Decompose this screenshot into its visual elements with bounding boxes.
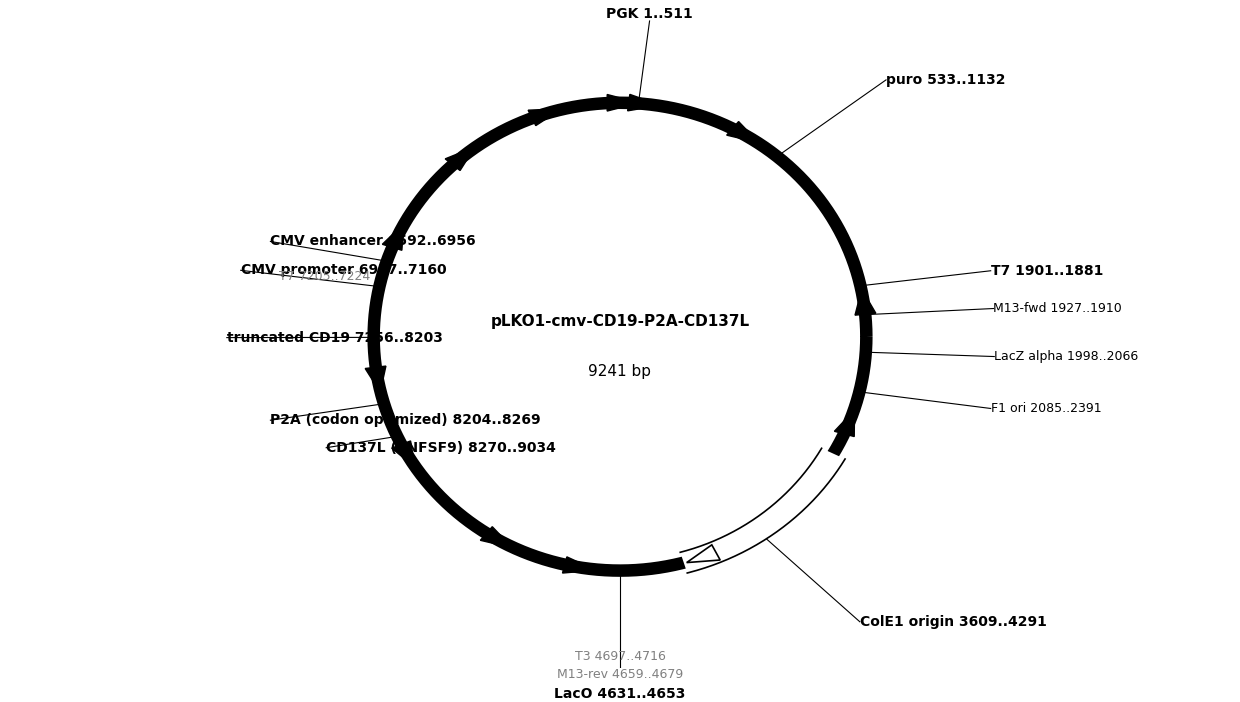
Polygon shape bbox=[627, 94, 661, 111]
Text: T7 7205..7224: T7 7205..7224 bbox=[279, 270, 370, 283]
Text: CMV promoter 6957..7160: CMV promoter 6957..7160 bbox=[241, 263, 446, 277]
Text: M13-fwd 1927..1910: M13-fwd 1927..1910 bbox=[993, 302, 1122, 315]
Text: F1 ori 2085..2391: F1 ori 2085..2391 bbox=[991, 402, 1101, 415]
Text: P2A (codon optimized) 8204..8269: P2A (codon optimized) 8204..8269 bbox=[270, 413, 541, 428]
Polygon shape bbox=[608, 95, 639, 111]
Polygon shape bbox=[563, 557, 596, 573]
Polygon shape bbox=[528, 109, 562, 126]
Text: CMV enhancer 6592..6956: CMV enhancer 6592..6956 bbox=[270, 234, 476, 249]
Polygon shape bbox=[835, 410, 854, 437]
Text: LacZ alpha 1998..2066: LacZ alpha 1998..2066 bbox=[994, 350, 1138, 363]
Polygon shape bbox=[681, 449, 846, 573]
Text: puro 533..1132: puro 533..1132 bbox=[887, 73, 1006, 87]
Polygon shape bbox=[480, 526, 512, 548]
Text: truncated CD19 7256..8203: truncated CD19 7256..8203 bbox=[227, 331, 443, 345]
Text: PGK 1..511: PGK 1..511 bbox=[606, 7, 693, 21]
Text: pLKO1-cmv-CD19-P2A-CD137L: pLKO1-cmv-CD19-P2A-CD137L bbox=[491, 314, 749, 329]
Text: 9241 bp: 9241 bp bbox=[589, 364, 651, 379]
Text: T7 1901..1881: T7 1901..1881 bbox=[991, 264, 1104, 278]
Polygon shape bbox=[856, 289, 875, 315]
Polygon shape bbox=[392, 441, 415, 468]
Polygon shape bbox=[382, 224, 404, 251]
Text: ColE1 origin 3609..4291: ColE1 origin 3609..4291 bbox=[859, 615, 1047, 629]
Polygon shape bbox=[366, 366, 386, 392]
Text: T3 4697..4716: T3 4697..4716 bbox=[574, 651, 666, 663]
Polygon shape bbox=[687, 545, 720, 562]
Polygon shape bbox=[445, 147, 475, 171]
Text: LacO 4631..4653: LacO 4631..4653 bbox=[554, 687, 686, 701]
Polygon shape bbox=[727, 121, 759, 143]
Text: CD137L (TNFSF9) 8270..9034: CD137L (TNFSF9) 8270..9034 bbox=[326, 441, 556, 455]
Text: M13-rev 4659..4679: M13-rev 4659..4679 bbox=[557, 668, 683, 681]
